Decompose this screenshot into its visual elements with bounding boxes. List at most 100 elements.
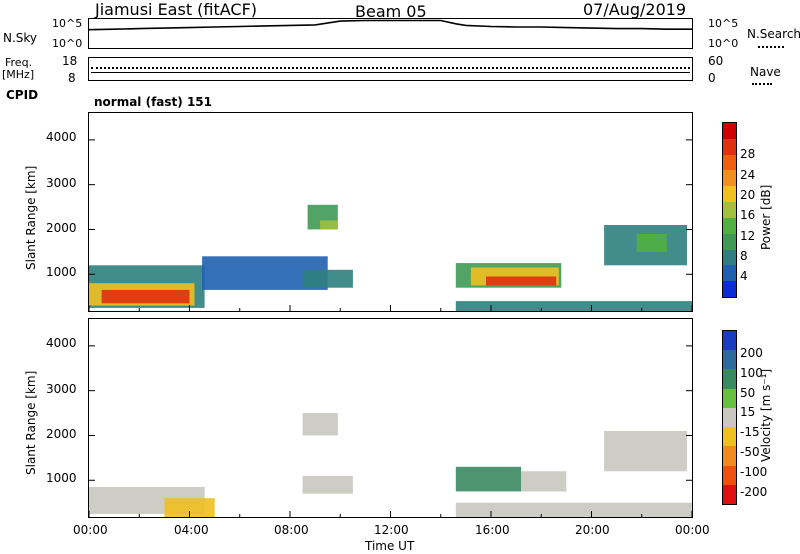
nave-line [91, 67, 690, 69]
noise-trace [89, 19, 692, 31]
power-cbar-swatch-0 [723, 123, 736, 139]
power-cbar-swatch-4 [723, 186, 736, 203]
velocity-region-7 [604, 431, 687, 472]
power-cbar-swatch-2 [723, 154, 736, 171]
nave-legend-dots [752, 83, 772, 85]
power-colorbar [722, 122, 737, 298]
x-axis-label: Time UT [365, 539, 415, 553]
velocity-region-5 [521, 471, 567, 492]
power-region-12 [636, 234, 667, 252]
xtick-0: 00:00 [73, 523, 108, 537]
station-title: Jiamusi East (fitACF) [95, 0, 258, 19]
velocity-region-3 [302, 475, 353, 494]
noise-right-tick-top: 10^5 [708, 17, 739, 30]
velocity-ylabel: Slant Range [km] [24, 370, 38, 475]
velocity-colorbar [722, 330, 737, 505]
vel-cbar-tick-m15: -15 [740, 425, 760, 439]
velocity-ytick-2000: 2000 [46, 427, 77, 441]
freq-tick-bottom: 8 [68, 71, 76, 85]
power-ytick-4000: 4000 [46, 130, 77, 144]
power-region-2 [101, 289, 190, 304]
power-cbar-swatch-9 [723, 265, 736, 282]
nave-tick-top: 60 [708, 54, 724, 68]
freq-panel [88, 57, 693, 81]
xtick-1: 04:00 [174, 523, 209, 537]
xtick-6: 00:00 [675, 523, 710, 537]
cpid-label: CPID [6, 88, 39, 102]
nave-tick-bottom: 0 [708, 71, 716, 85]
power-ytick-1000: 1000 [46, 265, 77, 279]
power-cbar-swatch-8 [723, 249, 736, 266]
power-cbar-tick-12: 12 [740, 229, 756, 243]
vel-cbar-swatch-0 [723, 331, 736, 351]
power-cbar-tick-4: 4 [740, 269, 748, 283]
freq-tick-top: 18 [62, 54, 78, 68]
power-cbar-swatch-3 [723, 170, 736, 187]
vel-cbar-tick-m50: -50 [740, 445, 760, 459]
xtick-3: 12:00 [374, 523, 409, 537]
noise-right-label: N.Search [747, 27, 800, 41]
noise-sky-line [89, 19, 692, 31]
vel-cbar-swatch-4 [723, 407, 736, 428]
power-cbar-swatch-7 [723, 233, 736, 250]
freq-label-2: [MHz] [2, 68, 35, 81]
power-region-9 [486, 276, 557, 286]
velocity-region-4 [455, 466, 522, 492]
velocity-heatmap [89, 345, 692, 517]
vel-cbar-swatch-8 [723, 484, 736, 504]
velocity-region-2 [302, 413, 338, 436]
noise-left-tick-top: 10^5 [52, 17, 83, 30]
power-heatmap [89, 139, 692, 311]
vel-cbar-swatch-7 [723, 465, 736, 485]
date-label: 07/Aug/2019 [583, 0, 687, 19]
beam-label: Beam 05 [355, 2, 427, 21]
power-cbar-swatch-6 [723, 217, 736, 234]
nave-label: Nave [750, 65, 781, 79]
power-cbar-tick-24: 24 [740, 168, 756, 182]
power-ylabel: Slant Range [km] [24, 165, 38, 270]
power-cbar-tick-8: 8 [740, 249, 748, 263]
vel-cbar-swatch-1 [723, 350, 736, 370]
power-cbar-tick-16: 16 [740, 208, 756, 222]
power-cbar-swatch-1 [723, 138, 736, 155]
velocity-panel [88, 318, 693, 518]
power-region-6 [302, 269, 353, 288]
power-cbar-tick-20: 20 [740, 188, 756, 202]
noise-panel [88, 18, 693, 49]
vel-cbar-tick-m200: -200 [740, 485, 768, 499]
noise-left-tick-bottom: 10^0 [52, 37, 83, 50]
velocity-region-6 [455, 502, 692, 517]
vel-cbar-tick-m100: -100 [740, 465, 768, 479]
xtick-2: 08:00 [274, 523, 309, 537]
vel-cbar-swatch-2 [723, 369, 736, 389]
power-panel [88, 112, 693, 312]
cpid-mode: normal (fast) 151 [94, 95, 212, 109]
vel-cbar-swatch-3 [723, 388, 736, 408]
velocity-ytick-3000: 3000 [46, 382, 77, 396]
power-cbar-swatch-5 [723, 202, 736, 218]
vel-cbar-tick-200: 200 [740, 346, 763, 360]
power-cbar-tick-28: 28 [740, 147, 756, 161]
noise-left-label: N.Sky [3, 31, 38, 45]
velocity-region-1 [164, 498, 215, 517]
power-ytick-3000: 3000 [46, 176, 77, 190]
vel-cbar-tick-100: 100 [740, 366, 763, 380]
noise-right-tick-bottom: 10^0 [708, 37, 739, 50]
power-region-5 [320, 220, 338, 230]
power-region-10 [455, 301, 692, 311]
vel-cbar-swatch-6 [723, 446, 736, 466]
xtick-5: 20:00 [575, 523, 610, 537]
freq-label-1: Freq. [5, 56, 33, 69]
vel-cbar-tick-15: 15 [740, 405, 756, 419]
power-cbar-swatch-10 [723, 281, 736, 297]
nsearch-legend-dots [758, 46, 784, 48]
velocity-ytick-1000: 1000 [46, 471, 77, 485]
velocity-ytick-4000: 4000 [46, 336, 77, 350]
vel-cbar-swatch-5 [723, 427, 736, 447]
velocity-cbar-label: Velocity [m s⁻¹] [759, 368, 773, 462]
xtick-4: 16:00 [475, 523, 510, 537]
power-ytick-2000: 2000 [46, 221, 77, 235]
power-cbar-label: Power [dB] [759, 184, 773, 250]
freq-line [91, 72, 690, 73]
vel-cbar-tick-50: 50 [740, 386, 756, 400]
